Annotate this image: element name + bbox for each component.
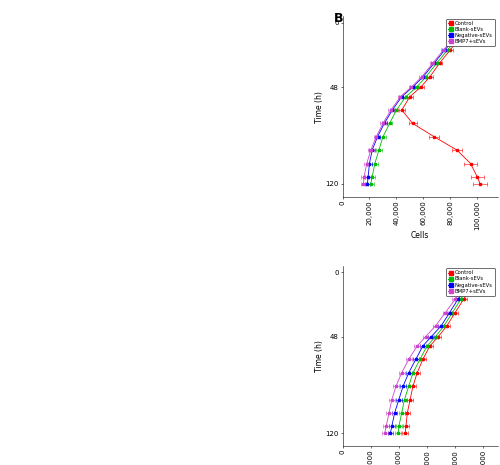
X-axis label: Cells: Cells xyxy=(411,231,429,240)
Legend: Control, Blank-sEVs, Negative-sEVs, BMP7+sEVs: Control, Blank-sEVs, Negative-sEVs, BMP7… xyxy=(446,268,495,296)
Text: B: B xyxy=(334,12,344,25)
Y-axis label: Time (h): Time (h) xyxy=(316,340,324,372)
Y-axis label: Time (h): Time (h) xyxy=(316,91,324,123)
Legend: Control, Blank-sEVs, Negative-sEVs, BMP7+sEVs: Control, Blank-sEVs, Negative-sEVs, BMP7… xyxy=(446,19,495,46)
